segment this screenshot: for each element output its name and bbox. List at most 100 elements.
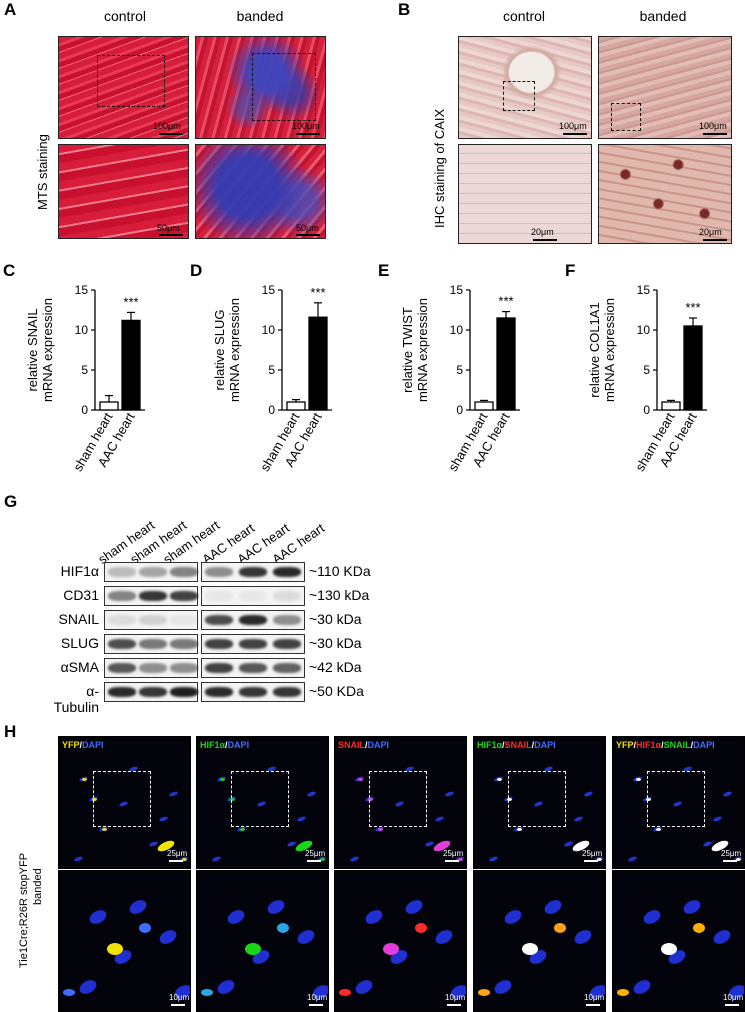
mts-banded-overview: 100μm <box>195 36 326 139</box>
stained-cell <box>378 828 383 831</box>
stained-cell <box>693 923 705 933</box>
y-tick-label: 5 <box>456 363 463 377</box>
stained-cell <box>245 943 261 955</box>
scale-label: 10μm <box>723 993 744 1002</box>
blot-band <box>108 615 136 625</box>
channel-title-part: HIF1α <box>200 740 226 750</box>
channel-title-part: / <box>79 740 83 750</box>
stained-cell <box>339 989 351 996</box>
panel-b-col-control: control <box>502 8 546 24</box>
blot-protein-label: α-Tubulin <box>53 683 99 715</box>
channel-title-part: / <box>502 740 505 750</box>
blot-band <box>170 639 198 649</box>
blot-band <box>239 591 267 601</box>
blot-band <box>239 615 267 625</box>
bar-sham-heart <box>474 401 494 411</box>
y-tick-label: 15 <box>637 283 651 297</box>
y-axis-label: mRNA expression <box>415 298 430 402</box>
blot-protein-label: HIF1α <box>60 563 99 579</box>
fluorescence-overview: SNAIL/DAPI 25μm <box>334 736 467 869</box>
blot-size-label: ~110 KDa <box>309 563 371 579</box>
y-tick-label: 0 <box>456 403 463 417</box>
nucleus <box>353 977 375 997</box>
fluorescence-zoom: 10μm <box>196 870 329 1012</box>
nucleus <box>349 855 360 863</box>
scale-label: 100μm <box>153 121 181 131</box>
nucleus <box>573 815 584 823</box>
bar-aac-heart <box>308 316 328 411</box>
fluorescence-overview: YFP/DAPI 25μm <box>58 736 191 869</box>
scale-label: 20μm <box>531 227 554 237</box>
scale-label: 50μm <box>157 223 180 233</box>
nucleus <box>157 927 179 947</box>
channel-title: SNAIL/DAPI <box>338 740 389 750</box>
channel-title-part: / <box>661 740 664 750</box>
blot-strip-aac <box>201 586 305 606</box>
bar-sham-heart <box>286 401 306 411</box>
y-axis-label: mRNA expression <box>227 298 242 402</box>
channel-title-part: SNAIL <box>338 740 365 750</box>
blot-band <box>239 663 267 673</box>
blot-band <box>205 591 233 601</box>
blot-band <box>273 615 301 625</box>
channel-title-part: / <box>690 740 694 750</box>
scale-bar <box>159 234 183 236</box>
zoom-region-box <box>647 771 705 827</box>
panel-letter-e: E <box>378 261 389 280</box>
blot-size-label: ~30 kDa <box>309 635 362 651</box>
blot-protein-label: SLUG <box>60 635 99 651</box>
zoom-region-box <box>93 771 151 827</box>
zoom-region-box <box>611 103 641 131</box>
y-tick-label: 5 <box>268 363 275 377</box>
stained-cell <box>139 923 151 933</box>
channel-title-part: SNAIL <box>504 740 532 750</box>
scale-label: 10μm <box>584 993 605 1002</box>
mts-control-overview: 100μm <box>58 36 189 139</box>
y-tick-label: 5 <box>643 363 650 377</box>
stained-cell <box>220 778 225 781</box>
stained-cell <box>736 858 741 861</box>
blot-band <box>108 591 136 601</box>
y-tick-label: 0 <box>81 403 88 417</box>
zoom-region-box <box>231 771 289 827</box>
blot-band <box>139 615 167 625</box>
channel-title: YFP/HIF1α/SNAIL/DAPI <box>616 740 715 750</box>
channel-title-part: / <box>225 740 228 750</box>
blot-size-label: ~42 kDa <box>309 659 362 675</box>
significance-marker: *** <box>498 294 513 309</box>
nucleus <box>296 815 307 823</box>
channel-title-part: HIF1α <box>636 740 662 750</box>
blot-band <box>108 567 136 577</box>
channel-title-part: HIF1α <box>477 740 503 750</box>
scale-bar <box>723 860 737 862</box>
blot-band <box>108 687 136 697</box>
blot-protein-label: αSMA <box>60 659 99 675</box>
panel-letter-a: A <box>4 0 17 19</box>
nucleus <box>722 790 733 798</box>
blot-band <box>239 567 267 577</box>
channel-title-part: DAPI <box>693 740 715 750</box>
stained-cell <box>415 923 427 933</box>
nucleus <box>127 897 149 917</box>
scale-bar <box>563 133 587 135</box>
y-axis-label: mRNA expression <box>40 298 55 402</box>
fluorescence-overview: HIF1α/DAPI 25μm <box>196 736 329 869</box>
nucleus <box>711 927 733 947</box>
blot-band <box>205 639 233 649</box>
blot-band <box>205 567 233 577</box>
stained-cell <box>507 798 512 801</box>
channel-title-part: SNAIL <box>663 740 691 750</box>
channel-title: HIF1α/SNAIL/DAPI <box>477 740 556 750</box>
scale-label: 25μm <box>167 849 188 858</box>
stained-cell <box>82 778 87 781</box>
channel-title-part: / <box>633 740 637 750</box>
blot-protein-label: SNAIL <box>58 611 99 627</box>
channel-title: YFP/DAPI <box>62 740 104 750</box>
scale-bar <box>533 239 557 241</box>
nucleus <box>306 790 317 798</box>
y-axis-label: mRNA expression <box>602 298 617 402</box>
scale-bar <box>309 1004 323 1006</box>
y-axis-label: relative SNAIL <box>25 308 40 391</box>
nucleus <box>215 977 237 997</box>
scale-label: 25μm <box>721 849 742 858</box>
